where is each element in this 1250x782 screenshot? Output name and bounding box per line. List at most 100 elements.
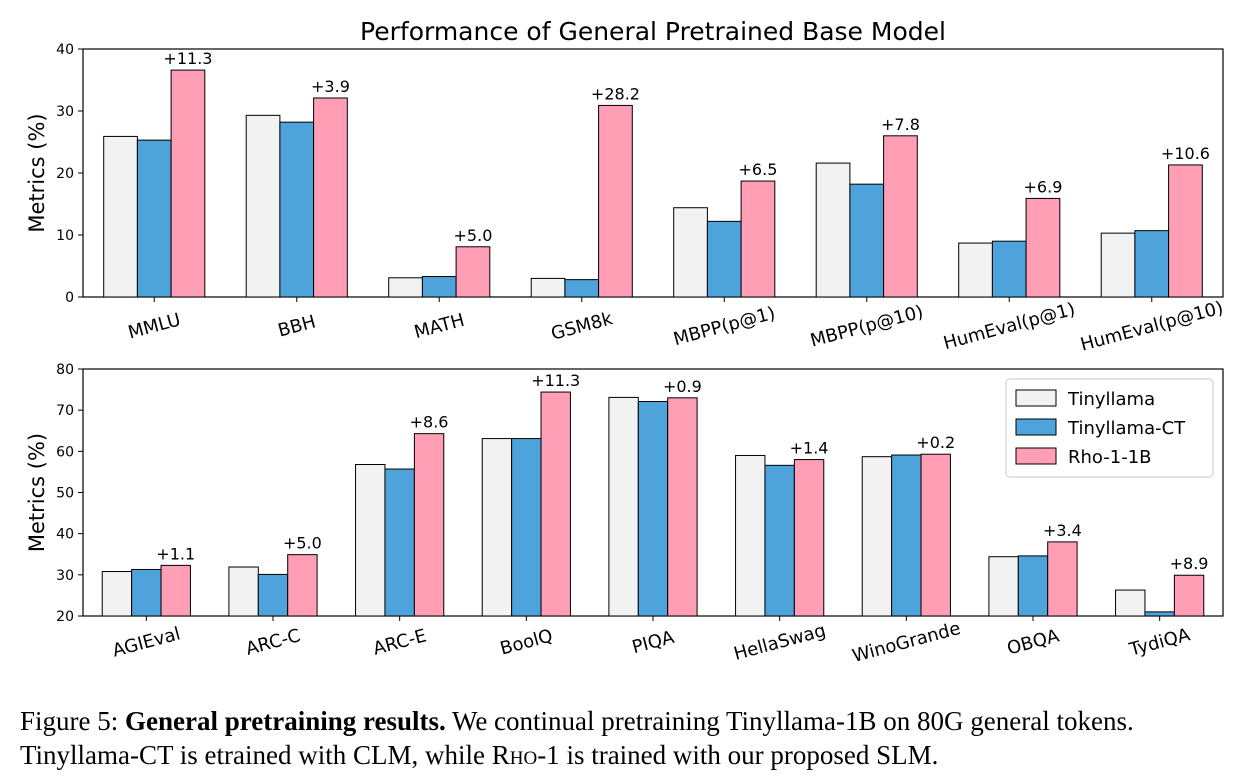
bar — [136, 139, 172, 298]
bar — [673, 207, 708, 298]
bar — [764, 464, 795, 617]
bar — [245, 114, 281, 298]
legend-swatch — [1015, 389, 1057, 407]
caption-text-2: is trained with our proposed SLM. — [566, 740, 939, 770]
x-tick-label: HumEval(p@10) — [1078, 297, 1225, 355]
bar-annotation: +6.5 — [739, 160, 778, 179]
y-tick-label: 30 — [56, 104, 74, 120]
bar — [1025, 197, 1061, 298]
x-tick-label: MBPP(p@10) — [808, 301, 925, 351]
bar — [891, 454, 922, 617]
x-tick-label: MBPP(p@1) — [671, 303, 777, 350]
bar — [287, 554, 318, 617]
legend-label: Tinyllama — [1067, 389, 1155, 410]
bar — [388, 277, 423, 298]
bar — [1168, 164, 1203, 298]
bar — [1144, 611, 1175, 617]
bar-annotation: +3.9 — [311, 77, 350, 96]
bar — [706, 220, 742, 298]
bar — [637, 401, 669, 617]
y-tick-label: 30 — [56, 568, 74, 584]
bar — [1115, 589, 1146, 617]
bar — [511, 438, 542, 617]
caption-bold: General pretraining results. — [125, 706, 446, 736]
bar — [958, 242, 993, 298]
bar — [1100, 232, 1136, 298]
bar — [598, 104, 633, 298]
caption-rho: Rho — [491, 740, 538, 770]
x-tick-label: MMLU — [126, 309, 183, 343]
chart-title: Performance of General Pretrained Base M… — [360, 17, 946, 46]
bar — [160, 564, 191, 617]
x-tick-label: BoolQ — [498, 625, 555, 659]
bar — [988, 556, 1019, 617]
legend-swatch — [1015, 418, 1057, 436]
x-tick-label: ARC-C — [244, 625, 303, 660]
figure-chart: Performance of General Pretrained Base M… — [25, 17, 1226, 667]
bar — [920, 453, 951, 617]
bar-annotation: +11.3 — [531, 371, 580, 390]
y-tick-label: 40 — [56, 42, 74, 58]
x-tick-label: HellaSwag — [732, 620, 828, 665]
bar — [815, 162, 851, 298]
bar — [421, 276, 457, 298]
caption-label: Figure 5: — [20, 706, 119, 736]
y-axis-label: Metrics (%) — [25, 113, 49, 232]
bar — [1134, 230, 1170, 298]
bar-annotation: +0.9 — [663, 377, 702, 396]
bar — [101, 571, 133, 617]
bar — [313, 97, 348, 298]
bar — [667, 397, 698, 617]
bar-annotation: +5.0 — [283, 534, 322, 553]
figure-caption: Figure 5: General pretraining results. W… — [20, 704, 1235, 772]
x-tick-label: GSM8k — [549, 308, 616, 345]
x-tick-label: ARC-E — [371, 625, 429, 659]
bar-annotation: +1.1 — [156, 544, 195, 563]
bar-annotation: +6.9 — [1024, 177, 1063, 196]
bar — [564, 279, 600, 298]
bar — [883, 135, 918, 298]
y-tick-label: 70 — [56, 403, 74, 419]
bar — [170, 69, 206, 298]
bar — [740, 180, 776, 298]
x-tick-label: TydiQA — [1126, 624, 1193, 661]
caption-rho-suffix: -1 — [537, 740, 560, 770]
bar — [455, 246, 491, 298]
y-axis-label: Metrics (%) — [25, 433, 49, 552]
bar — [481, 438, 513, 617]
y-tick-label: 20 — [56, 609, 74, 625]
bar — [991, 240, 1027, 298]
bar-annotation: +1.4 — [790, 439, 829, 458]
bar — [355, 464, 386, 617]
legend-label: Rho-1-1B — [1068, 447, 1152, 468]
bar — [1173, 574, 1205, 617]
bar — [793, 459, 825, 617]
bar-annotation: +0.2 — [916, 433, 955, 452]
y-tick-label: 80 — [56, 362, 74, 378]
bar-annotation: +8.6 — [410, 413, 449, 432]
bar — [1047, 541, 1078, 617]
bar-annotation: +10.6 — [1161, 144, 1210, 163]
y-tick-label: 40 — [56, 527, 74, 543]
bar — [608, 396, 639, 617]
bar — [279, 121, 315, 298]
y-tick-label: 60 — [56, 444, 74, 460]
bar-annotation: +28.2 — [591, 84, 640, 103]
bar — [1017, 555, 1049, 617]
bar — [735, 454, 766, 617]
bar-annotation: +5.0 — [454, 226, 493, 245]
bar — [257, 573, 289, 617]
bar — [530, 277, 566, 298]
bar — [861, 456, 893, 617]
x-tick-label: OBQA — [1005, 625, 1062, 659]
bar — [413, 433, 445, 617]
bar-annotation: +8.9 — [1170, 554, 1209, 573]
x-tick-label: AGIEval — [110, 623, 182, 661]
x-tick-label: WinoGrande — [850, 618, 963, 667]
x-tick-label: BBH — [276, 311, 318, 341]
y-tick-label: 0 — [65, 290, 74, 306]
bar-annotation: +3.4 — [1043, 521, 1082, 540]
bar — [540, 391, 571, 617]
y-tick-label: 20 — [56, 166, 74, 182]
x-tick-label: HumEval(p@1) — [941, 299, 1077, 354]
